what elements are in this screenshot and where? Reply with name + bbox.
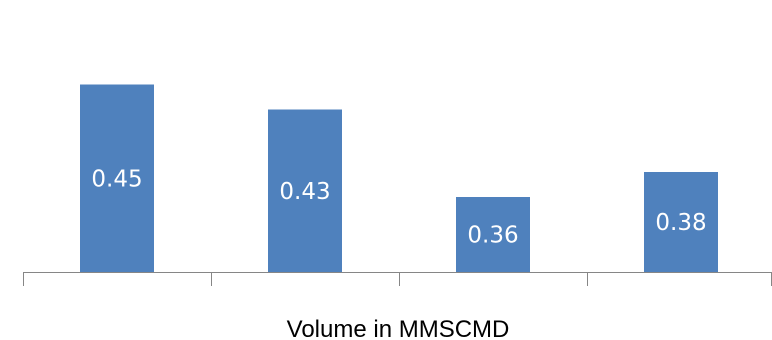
bars-layer [80, 84, 718, 272]
data-labels-layer: 0.45 0.43 0.36 0.38 [91, 166, 706, 248]
x-axis-title: Volume in MMSCMD [287, 316, 510, 340]
data-label-4: 0.38 [655, 210, 706, 236]
data-label-3: 0.36 [467, 223, 518, 249]
bar-1 [80, 84, 154, 272]
bar-3 [456, 197, 530, 272]
bar-4 [644, 172, 718, 272]
data-label-2: 0.43 [279, 179, 330, 205]
bar-2 [268, 109, 342, 272]
data-label-1: 0.45 [91, 166, 142, 192]
x-axis [23, 272, 772, 286]
